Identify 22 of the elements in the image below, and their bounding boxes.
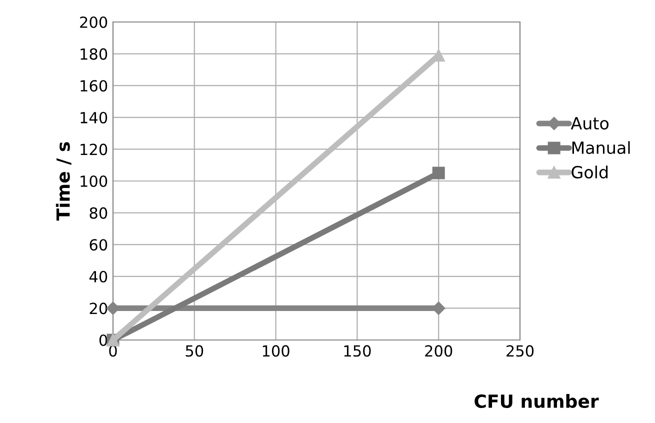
x-tick-label: 250: [506, 345, 534, 357]
x-tick-label: 100: [262, 345, 290, 357]
x-tick-label: 50: [186, 345, 204, 357]
y-tick-label: 140: [80, 112, 108, 124]
legend-label: Auto: [570, 117, 609, 130]
legend-label: Manual: [572, 141, 630, 154]
x-axis-title: CFU number: [474, 394, 599, 408]
y-tick-label: 80: [90, 207, 108, 219]
y-tick-label: 100: [80, 175, 108, 188]
legend-label: Gold: [572, 166, 608, 178]
y-tick-label: 120: [80, 144, 108, 156]
y-tick-label: 180: [80, 48, 108, 60]
x-tick-label: 200: [425, 345, 452, 357]
y-tick-label: 60: [90, 239, 108, 251]
y-tick-label: 200: [80, 16, 108, 28]
x-tick-label: 150: [344, 345, 371, 357]
y-tick-label: 160: [80, 80, 108, 92]
point: [432, 166, 445, 180]
y-tick-label: 0: [99, 334, 108, 346]
y-tick-label: 20: [90, 302, 108, 314]
y-axis-title: Time / s: [56, 142, 72, 221]
y-tick-label: 40: [89, 270, 108, 282]
